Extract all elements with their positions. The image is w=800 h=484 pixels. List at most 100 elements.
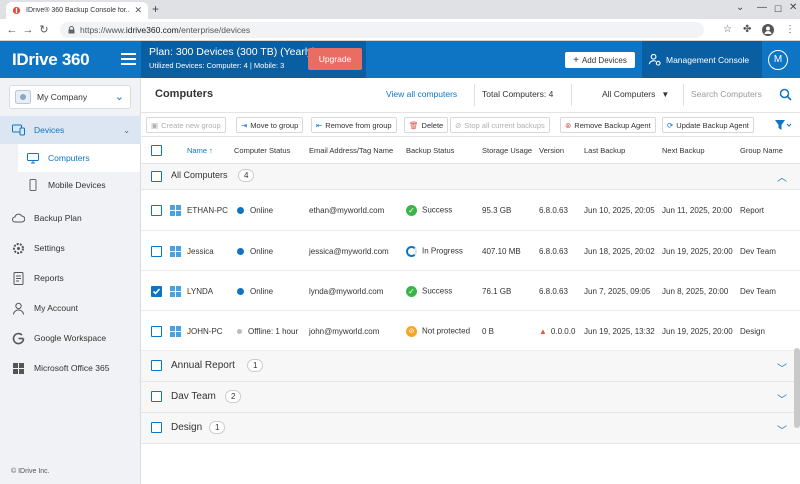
chevron-down-icon[interactable]: ﹀ (777, 426, 787, 437)
row-checkbox-checked[interactable] (151, 286, 162, 297)
group-checkbox[interactable] (151, 391, 162, 402)
row-checkbox[interactable] (151, 205, 162, 216)
upgrade-button[interactable]: Upgrade (308, 48, 362, 70)
idrive-logo[interactable]: IDrive 360 (12, 50, 90, 69)
move-group-label: Move to group (250, 120, 299, 130)
computer-name[interactable]: LYNDA (187, 287, 214, 296)
monitor-icon (27, 152, 39, 163)
computer-name[interactable]: JOHN-PC (187, 327, 223, 336)
email: jessica@myworld.com (309, 247, 389, 256)
next-backup: Jun 11, 2025, 20:00 (662, 206, 733, 215)
new-tab-icon[interactable]: + (152, 2, 160, 16)
report-icon (13, 271, 24, 285)
sidebar-item-my-account[interactable]: My Account (0, 294, 141, 322)
remove-backup-agent-button[interactable]: ⊗ Remove Backup Agent (560, 117, 656, 133)
url-field[interactable]: https://www.idrive360.com/enterprise/dev… (60, 21, 704, 38)
update-backup-agent-button[interactable]: ⟳ Update Backup Agent (662, 117, 754, 133)
table-row[interactable]: LYNDA Online lynda@myworld.com ✓ Success … (141, 271, 800, 311)
sidebar-item-microsoft-office-365[interactable]: Microsoft Office 365 (0, 354, 141, 382)
url-path: /enterprise/devices (178, 24, 251, 35)
browser-tab[interactable]: IDrive® 360 Backup Console for... ✕ (6, 2, 148, 19)
sidebar-item-settings[interactable]: Settings (0, 234, 141, 262)
create-group-button[interactable]: ▣ Create new group (146, 117, 226, 133)
search-icon[interactable] (779, 88, 792, 101)
group-header-dav-team[interactable]: Dav Team 2 ﹀ (141, 382, 800, 413)
move-to-group-button[interactable]: ⇥ Move to group (236, 117, 304, 133)
row-checkbox[interactable] (151, 246, 162, 257)
minimize-icon[interactable]: — (757, 2, 767, 13)
sidebar-item-google-workspace[interactable]: Google Workspace (0, 324, 141, 352)
group-checkbox[interactable] (151, 171, 162, 182)
create-group-icon: ▣ (151, 120, 159, 130)
delete-button[interactable]: 🗑 Delete (404, 117, 449, 133)
last-backup: Jun 18, 2025, 20:02 (584, 247, 655, 256)
lock-icon (68, 25, 75, 33)
caret-down-icon: ▼ (661, 90, 670, 99)
last-backup: Jun 7, 2025, 09:05 (584, 287, 651, 296)
column-header-name[interactable]: Name ↑ (187, 146, 213, 155)
add-devices-button[interactable]: + Add Devices (565, 52, 635, 68)
company-selector[interactable]: My Company ⌄ (9, 85, 131, 109)
table-row[interactable]: ETHAN-PC Online ethan@myworld.com ✓ Succe… (141, 190, 800, 231)
stop-backups-button[interactable]: ⊘ Stop all current backups (450, 117, 550, 133)
sidebar-item-mobile-devices[interactable]: Mobile Devices (18, 171, 140, 199)
chevron-down-icon[interactable]: ﹀ (777, 364, 787, 375)
storage-usage: 407.10 MB (482, 247, 521, 256)
computer-filter-dropdown[interactable]: All Computers ▼ (602, 89, 669, 99)
stop-icon: ⊘ (455, 120, 462, 130)
sidebar-item-backup-plan[interactable]: Backup Plan (0, 204, 141, 232)
sidebar-item-reports[interactable]: Reports (0, 264, 141, 292)
filter-icon[interactable] (774, 119, 792, 131)
computer-name[interactable]: ETHAN-PC (187, 206, 228, 215)
cloud-icon (12, 213, 25, 222)
office-icon (13, 362, 24, 374)
filter-value: All Computers (602, 89, 656, 99)
close-tab-icon[interactable]: ✕ (134, 5, 142, 15)
plan-info: Plan: 300 Devices (300 TB) (Yearly) Util… (141, 41, 366, 78)
avatar[interactable]: M (768, 50, 788, 70)
browser-tab-strip: IDrive® 360 Backup Console for... ✕ + ⌄ … (0, 0, 800, 19)
back-icon[interactable]: ← (6, 23, 18, 36)
browser-menu-icon[interactable]: ⋮ (785, 24, 795, 35)
view-all-computers-link[interactable]: View all computers (386, 89, 458, 99)
chevron-down-icon[interactable]: ﹀ (777, 395, 787, 406)
extensions-icon[interactable]: ✤ (743, 24, 752, 35)
total-computers: Total Computers: 4 (482, 89, 554, 99)
computer-status-text: Online (250, 247, 274, 256)
table-row[interactable]: Jessica Online jessica@myworld.com In Pr… (141, 231, 800, 271)
group-header-all-computers[interactable]: All Computers 4 ︿ (141, 164, 800, 190)
chevron-down-icon: ⌄ (114, 91, 124, 103)
management-console-button[interactable]: Management Console (642, 41, 762, 78)
computer-name[interactable]: Jessica (187, 247, 214, 256)
group-header-annual-report[interactable]: Annual Report 1 ﹀ (141, 351, 800, 382)
close-window-icon[interactable]: ✕ (789, 2, 798, 13)
hamburger-menu-icon[interactable] (121, 53, 136, 68)
group-checkbox[interactable] (151, 360, 162, 371)
warning-icon: ▲ (539, 327, 547, 336)
computer-status: Online (237, 206, 273, 215)
remove-from-group-button[interactable]: ⇤ Remove from group (311, 117, 397, 133)
success-check-icon: ✓ (406, 205, 417, 216)
sidebar-item-computers[interactable]: Computers (18, 144, 140, 172)
row-checkbox[interactable] (151, 326, 162, 337)
profile-icon[interactable] (762, 24, 774, 36)
google-icon (12, 332, 25, 344)
select-all-checkbox[interactable] (151, 145, 162, 156)
version-text: 0.0.0.0 (550, 327, 576, 336)
forward-icon[interactable]: → (22, 23, 34, 36)
search-input[interactable]: Search Computers (691, 89, 762, 99)
add-devices-label: Add Devices (581, 55, 627, 65)
chevron-down-icon[interactable]: ⌄ (736, 2, 745, 13)
sidebar-item-label: Microsoft Office 365 (34, 363, 110, 373)
table-row[interactable]: JOHN-PC Offline: 1 hour john@myworld.com… (141, 311, 800, 351)
chevron-up-icon[interactable]: ︿ (777, 173, 787, 184)
group-header-design[interactable]: Design 1 ﹀ (141, 413, 800, 444)
reload-icon[interactable]: ↻ (39, 24, 49, 36)
main-content: Computers View all computers Total Compu… (141, 78, 800, 484)
group-checkbox[interactable] (151, 422, 162, 433)
version: 6.8.0.63 (539, 206, 568, 215)
sidebar-item-devices[interactable]: Devices ⌄ (0, 116, 141, 144)
maximize-icon[interactable]: ☐ (774, 4, 783, 14)
star-icon[interactable]: ☆ (723, 24, 732, 35)
scrollbar-thumb[interactable] (794, 348, 800, 428)
